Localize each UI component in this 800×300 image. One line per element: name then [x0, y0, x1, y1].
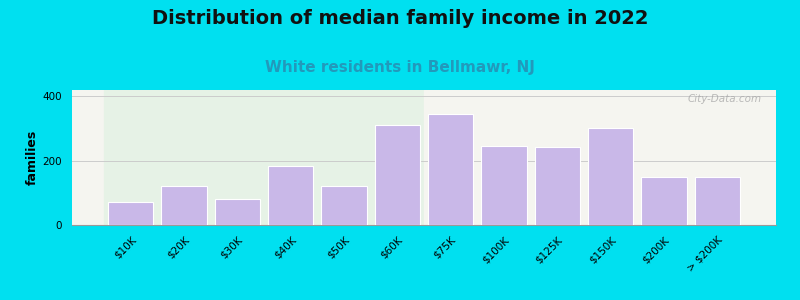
Bar — [322, 186, 366, 225]
Bar — [588, 128, 634, 225]
Text: Distribution of median family income in 2022: Distribution of median family income in … — [152, 9, 648, 28]
Text: City-Data.com: City-Data.com — [688, 94, 762, 104]
Bar — [694, 177, 740, 225]
Bar — [108, 202, 154, 225]
Bar — [374, 125, 420, 225]
Bar — [214, 199, 260, 225]
Bar — [428, 114, 474, 225]
Bar — [162, 186, 206, 225]
Bar — [424, 90, 744, 225]
Bar — [268, 166, 314, 225]
Bar — [482, 146, 526, 225]
Text: White residents in Bellmawr, NJ: White residents in Bellmawr, NJ — [265, 60, 535, 75]
Bar — [534, 147, 580, 225]
Bar — [642, 177, 686, 225]
Y-axis label: families: families — [26, 130, 38, 185]
Bar — [104, 90, 424, 225]
